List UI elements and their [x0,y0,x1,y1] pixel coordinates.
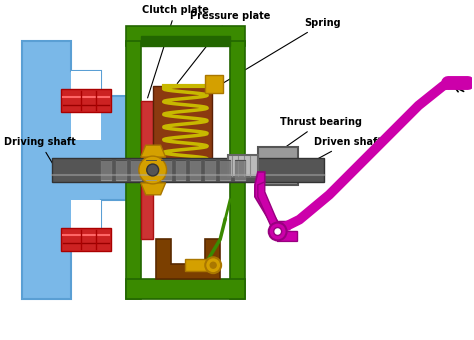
Bar [141,101,153,239]
Text: Driven shaft: Driven shaft [272,137,382,184]
Bar [205,75,223,92]
Polygon shape [72,200,101,239]
Circle shape [210,262,216,268]
Polygon shape [126,279,245,299]
Bar [185,259,213,271]
Text: Driving shaft: Driving shaft [4,137,76,168]
Polygon shape [255,172,290,230]
Polygon shape [126,26,245,46]
Polygon shape [141,145,165,157]
Bar [62,227,111,251]
Text: Spring: Spring [210,18,341,91]
Bar [126,41,141,299]
Text: Thrust bearing: Thrust bearing [245,117,362,175]
Text: Hub: Hub [155,122,198,144]
Circle shape [269,223,287,240]
Circle shape [273,227,282,236]
Circle shape [139,156,166,184]
Bar [153,86,212,165]
Bar [62,89,111,113]
Bar [258,147,298,185]
Circle shape [205,257,221,273]
Polygon shape [72,71,101,140]
Bar [230,41,245,299]
Polygon shape [141,183,165,195]
Bar [52,158,324,182]
Polygon shape [258,182,298,241]
Polygon shape [155,239,220,279]
Circle shape [147,164,159,176]
Polygon shape [141,36,230,46]
Text: Clutch plate: Clutch plate [142,5,209,98]
Text: Pressure plate: Pressure plate [177,11,270,84]
Polygon shape [22,41,126,299]
Bar [228,155,258,177]
